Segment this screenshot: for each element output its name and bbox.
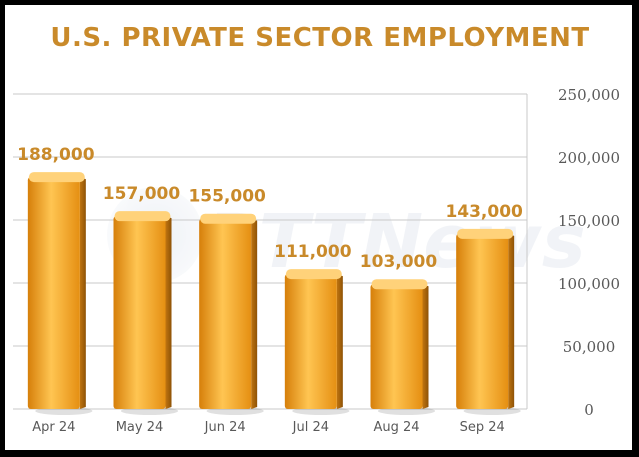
bar-face [370,284,423,409]
y-tick-label: 100,000 [558,275,620,293]
x-axis-tick-labels: Apr 24 May 24 Jun 24 Jul 24 Aug 24 Sep 24 [32,420,505,435]
bar-face [113,216,166,409]
bar [284,269,350,415]
bar [370,279,436,415]
bar-top [285,269,342,280]
data-label: 103,000 [360,252,438,272]
x-tick-label: Jul 24 [292,420,329,435]
gridlines [13,93,528,410]
x-tick-label: Sep 24 [460,420,505,435]
data-label: 157,000 [103,184,181,204]
bar-side [79,177,86,409]
bar-side [336,274,343,409]
y-tick-label: 250,000 [558,86,620,104]
y-tick-label: 200,000 [558,149,620,167]
bar-top [371,279,428,290]
x-tick-label: Jun 24 [204,420,246,435]
y-tick-label: 0 [584,401,594,419]
bar [199,213,264,415]
chart-frame: U.S. PRIVATE SECTOR EMPLOYMENT RTTNews 0… [3,3,634,452]
x-tick-label: May 24 [116,420,164,435]
bar-top [200,213,257,224]
data-label: 155,000 [188,187,266,207]
chart-title: U.S. PRIVATE SECTOR EMPLOYMENT [50,23,589,53]
watermark-text: RTTNews [205,199,586,285]
bar [27,172,93,415]
bar-side [251,218,258,409]
bar-side [165,216,172,409]
bar-top [114,211,171,222]
x-tick-label: Aug 24 [373,420,419,435]
data-label: 111,000 [274,242,352,262]
bar-side [508,233,515,409]
bar-chart: U.S. PRIVATE SECTOR EMPLOYMENT RTTNews 0… [13,23,620,435]
data-label: 143,000 [445,202,523,222]
x-tick-label: Apr 24 [32,420,75,435]
bar-face [456,233,509,409]
y-tick-label: 50,000 [563,338,616,356]
bar [456,228,521,415]
bar-face [284,274,337,409]
y-axis-tick-labels: 0 50,000 100,000 150,000 200,000 250,000 [558,86,620,419]
data-label: 188,000 [17,145,95,165]
bar-face [199,218,252,409]
bar-top [457,228,514,239]
y-tick-label: 150,000 [558,212,620,230]
bar-top [28,172,85,183]
bar-side [422,284,429,409]
bar-face [27,177,80,409]
bar [113,211,179,415]
bars [27,172,521,415]
data-labels: 188,000 157,000 155,000 111,000 103,000 143,0… [17,145,523,272]
